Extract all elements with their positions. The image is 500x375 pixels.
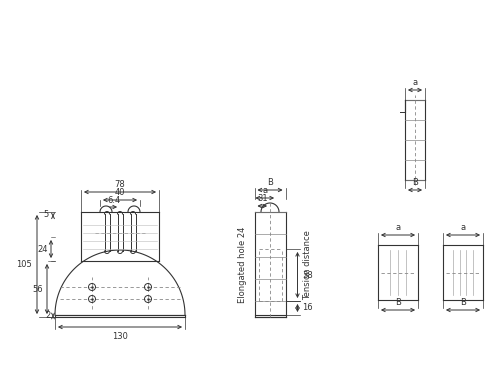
Text: a: a — [396, 223, 400, 232]
Text: B: B — [460, 298, 466, 307]
Text: B: B — [412, 178, 418, 187]
Text: B: B — [395, 298, 401, 307]
Text: 130: 130 — [112, 332, 128, 341]
Text: Tension distance: Tension distance — [303, 230, 312, 300]
Text: 6.4: 6.4 — [108, 196, 120, 205]
Text: B: B — [267, 178, 273, 187]
Text: a: a — [412, 78, 418, 87]
Text: 2: 2 — [46, 312, 51, 321]
Text: 5: 5 — [44, 210, 49, 219]
Text: 16: 16 — [302, 303, 313, 312]
Text: 31: 31 — [257, 194, 268, 203]
Text: Elongated hole 24: Elongated hole 24 — [238, 226, 247, 303]
Text: 24: 24 — [38, 244, 48, 254]
Text: a: a — [460, 223, 466, 232]
Text: 56: 56 — [32, 285, 43, 294]
Text: 105: 105 — [16, 260, 32, 269]
Text: 40: 40 — [115, 188, 125, 197]
Text: 78: 78 — [114, 180, 126, 189]
Text: 38: 38 — [302, 270, 313, 279]
Text: a: a — [262, 186, 268, 195]
